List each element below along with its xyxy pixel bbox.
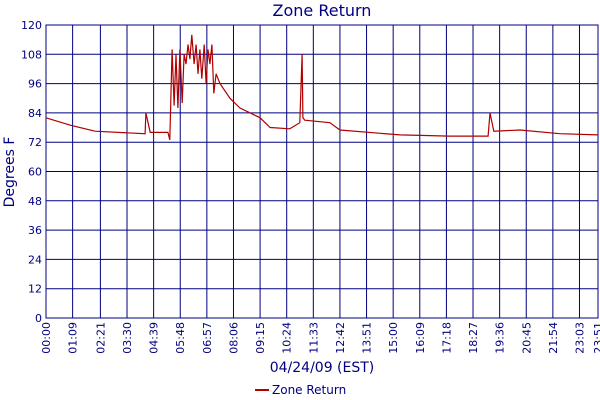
x-tick-label: 23:03 [573,322,586,354]
x-tick-label: 05:48 [174,322,187,354]
x-tick-label: 10:24 [281,322,294,354]
x-tick-label: 03:30 [121,322,134,354]
chart-title: Zone Return [273,1,372,20]
x-tick-label: 12:42 [334,322,347,354]
y-tick-label: 120 [21,19,42,32]
x-tick-label: 20:45 [520,322,533,354]
x-tick-label: 00:00 [40,322,53,354]
y-tick-label: 12 [28,283,42,296]
x-tick-label: 19:36 [494,322,507,354]
y-tick-label: 60 [28,166,42,179]
y-tick-label: 0 [35,312,42,325]
x-tick-label: 11:33 [307,322,320,354]
y-tick-label: 72 [28,136,42,149]
x-tick-label: 21:54 [547,322,560,354]
x-tick-label: 23:51 [592,322,600,354]
x-axis-label: 04/24/09 (EST) [270,360,375,376]
x-tick-label: 13:51 [361,322,374,354]
x-tick-label: 02:21 [94,322,107,354]
x-tick-label: 16:09 [414,322,427,354]
x-tick-label: 01:09 [67,322,80,354]
x-tick-label: 09:15 [254,322,267,354]
x-tick-label: 06:57 [201,322,214,354]
y-tick-label: 48 [28,195,42,208]
x-tick-label: 17:18 [440,322,453,354]
y-tick-label: 24 [28,253,42,266]
x-tick-label: 18:27 [467,322,480,354]
y-tick-label: 84 [28,107,42,120]
x-tick-label: 04:39 [148,322,161,354]
y-tick-label: 96 [28,78,42,91]
x-tick-label: 15:00 [387,322,400,354]
x-tick-label: 08:06 [227,322,240,354]
y-tick-label: 108 [21,48,42,61]
y-axis-label: Degrees F [2,137,18,208]
data-line [45,34,599,140]
y-tick-label: 36 [28,224,42,237]
legend-label: Zone Return [272,383,346,397]
